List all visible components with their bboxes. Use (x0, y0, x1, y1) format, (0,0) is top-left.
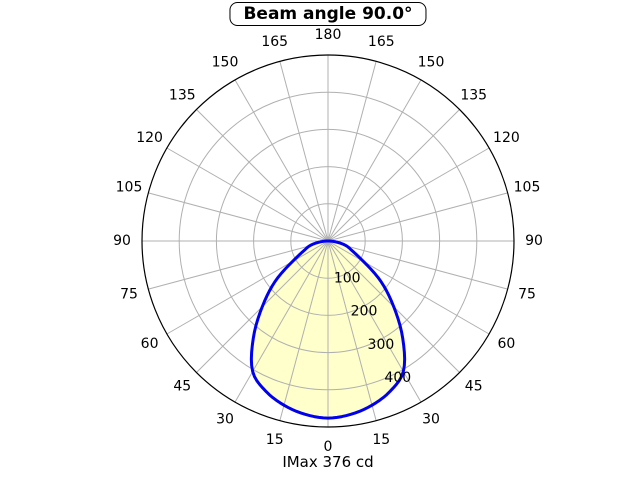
angle-tick-label: 120 (136, 130, 163, 146)
angle-gridline (166, 240, 329, 335)
radial-tick-label: 200 (351, 304, 378, 320)
radial-tick-labels: 100 200 300 400 (334, 271, 411, 386)
angle-gridline (148, 240, 329, 290)
angle-gridline (327, 240, 508, 290)
angle-tick-label: 0 (324, 439, 333, 455)
angle-gridline (279, 240, 329, 421)
radial-tick-label: 300 (368, 337, 395, 353)
angle-tick-label: 75 (120, 286, 138, 302)
angle-gridline (327, 61, 377, 242)
angle-tick-label: 15 (372, 432, 390, 448)
angle-tick-label: 15 (266, 432, 284, 448)
angle-tick-label: 105 (116, 180, 143, 196)
angle-gridline (327, 240, 490, 335)
angle-tick-label: 165 (368, 34, 395, 50)
angle-tick-label: 105 (514, 180, 541, 196)
angle-gridline (196, 109, 329, 242)
angle-tick-label: 30 (216, 411, 234, 427)
outer-axis-circle (141, 54, 515, 428)
angle-tick-label: 75 (518, 286, 536, 302)
chart-title: Beam angle 90.0° (229, 2, 427, 26)
angle-tick-label: 150 (418, 55, 445, 71)
angle-tick-labels: 0 15 15 30 30 45 45 60 60 75 75 90 90 105 105 120 120 135… (113, 27, 543, 455)
angle-tick-label: 60 (497, 336, 515, 352)
angle-tick-label: 30 (422, 411, 440, 427)
angle-gridline (234, 79, 329, 242)
angle-gridline (327, 240, 422, 403)
radial-tick-label: 100 (334, 271, 361, 287)
angle-gridline (327, 109, 460, 242)
imax-annotation: IMax 376 cd (282, 453, 374, 471)
angle-tick-label: 150 (212, 55, 239, 71)
intensity-curve (249, 239, 407, 420)
angle-tick-label: 180 (315, 27, 342, 43)
angle-tick-label: 165 (261, 34, 288, 50)
angle-tick-label: 90 (525, 233, 543, 249)
angle-tick-label: 45 (173, 379, 191, 395)
angle-gridline (327, 240, 377, 421)
angle-gridline (148, 192, 329, 242)
angle-gridline (279, 61, 329, 242)
angle-gridline (327, 192, 508, 242)
angle-tick-label: 135 (169, 87, 196, 103)
angle-gridline (327, 147, 490, 242)
angle-gridline (166, 147, 329, 242)
angle-tick-label: 60 (141, 336, 159, 352)
angle-gridline (327, 79, 422, 242)
angle-tick-label: 120 (493, 130, 520, 146)
radial-tick-label: 400 (384, 370, 411, 386)
angle-tick-label: 135 (460, 87, 487, 103)
angle-gridline (234, 240, 329, 403)
angle-tick-label: 90 (113, 233, 131, 249)
angle-tick-label: 45 (465, 379, 483, 395)
polar-grid (142, 55, 514, 427)
